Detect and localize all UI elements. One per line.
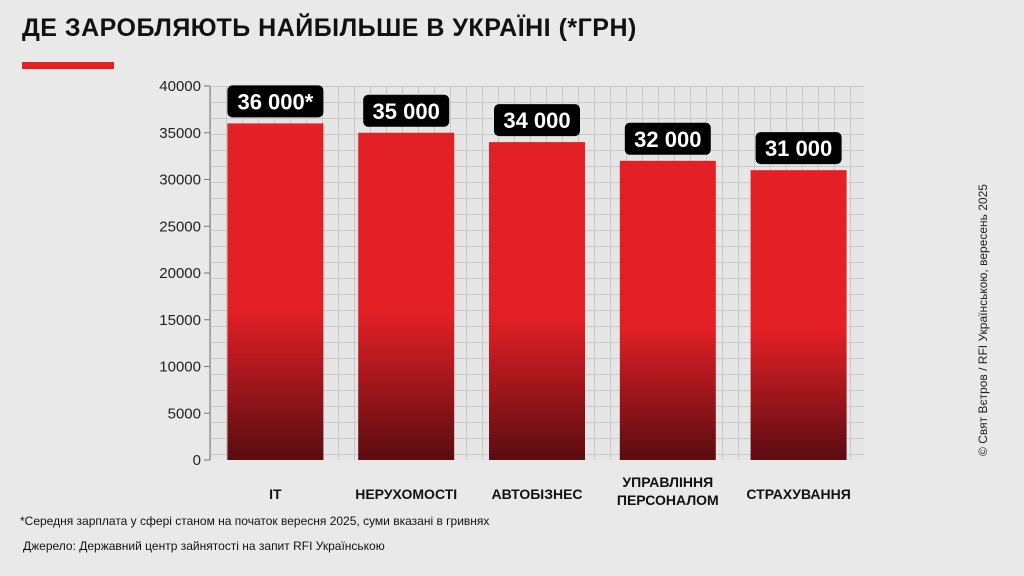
data-label: 35 000 (373, 99, 440, 124)
bar (619, 160, 716, 461)
title-accent-bar (22, 62, 114, 69)
y-tick-label: 15000 (159, 312, 201, 329)
data-label: 32 000 (634, 127, 701, 152)
bar (489, 142, 585, 460)
footnote: *Середня зарплата у сфері станом на поча… (20, 514, 490, 528)
data-label-box (624, 122, 711, 155)
category-label: УПРАВЛІННЯ ПЕРСОНАЛОМ (617, 474, 719, 508)
category-label: НЕРУХОМОСТІ (355, 486, 457, 502)
y-tick-label: 30000 (159, 172, 201, 189)
category-label-line: ПЕРСОНАЛОМ (617, 492, 719, 508)
category-label-line: АВТОБІЗНЕС (491, 486, 582, 502)
category-label-line: НЕРУХОМОСТІ (355, 486, 457, 502)
data-label: 36 000* (237, 89, 313, 114)
y-tick-label: 10000 (159, 359, 201, 376)
data-label-box (755, 132, 842, 165)
y-tick-label: 20000 (159, 265, 201, 282)
category-label: АВТОБІЗНЕС (491, 486, 582, 502)
chart-title: ДЕ ЗАРОБЛЯЮТЬ НАЙБІЛЬШЕ В УКРАЇНІ (*ГРН) (22, 14, 637, 42)
credit-text: © Свят Вєтров / RFI Українською, вересен… (976, 184, 990, 456)
bar (227, 123, 324, 461)
data-label-box (363, 94, 450, 127)
bar (358, 132, 455, 460)
y-tick-label: 25000 (159, 218, 201, 235)
data-label-box (494, 104, 580, 137)
category-label-line: УПРАВЛІННЯ (622, 474, 713, 490)
y-tick-label: 5000 (168, 405, 201, 422)
data-label: 31 000 (765, 136, 832, 161)
category-label: СТРАХУВАННЯ (746, 486, 850, 502)
data-label: 34 000 (503, 108, 570, 133)
category-label-line: СТРАХУВАННЯ (746, 486, 850, 502)
y-tick-label: 35000 (159, 125, 201, 142)
y-tick-label: 40000 (159, 78, 201, 95)
y-tick-label: 0 (193, 452, 201, 469)
category-label: ІТ (269, 486, 282, 502)
source-note: Джерело: Державний центр зайнятості на з… (23, 539, 385, 553)
data-label-box (227, 85, 324, 118)
bar (750, 170, 847, 460)
category-label-line: ІТ (269, 486, 282, 502)
